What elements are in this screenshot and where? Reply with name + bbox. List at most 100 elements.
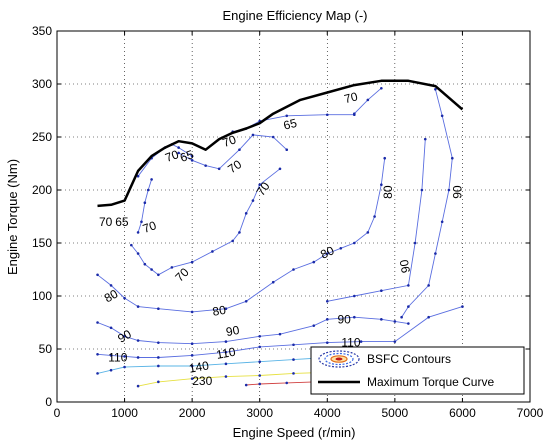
contour-point — [312, 324, 316, 327]
contour-label: 65 — [178, 147, 196, 165]
contour-point — [285, 381, 289, 385]
contour-point — [224, 307, 228, 311]
contour-point — [136, 384, 140, 388]
legend-label-max-torque: Maximum Torque Curve — [367, 375, 494, 389]
x-axis-label: Engine Speed (r/min) — [233, 425, 356, 440]
contour-point — [312, 260, 316, 264]
contour-point — [224, 362, 228, 366]
contour-point — [407, 305, 410, 308]
contour-point — [258, 360, 262, 364]
contour-point — [190, 310, 194, 314]
grid-lines — [57, 31, 530, 402]
contour-point — [285, 148, 289, 152]
contour-point — [109, 354, 113, 357]
contour-point — [383, 156, 387, 160]
legend-label-contours: BSFC Contours — [367, 352, 451, 366]
contour-point — [177, 151, 180, 155]
contour-point — [353, 112, 356, 115]
contour-point — [157, 380, 160, 384]
x-axis-ticks: 0 1000 2000 3000 4000 5000 6000 7000 — [54, 31, 544, 420]
y-tick-label: 300 — [32, 77, 52, 91]
contour-point — [157, 356, 160, 359]
contour-point — [190, 260, 194, 264]
contour-point — [140, 220, 143, 224]
contour-point — [285, 114, 289, 118]
contour-label: 230 — [192, 374, 212, 388]
contour-point — [143, 201, 147, 205]
contour-point — [258, 374, 262, 377]
contour-point — [231, 239, 234, 243]
contour-point — [427, 315, 430, 319]
x-tick-label: 3000 — [246, 406, 273, 420]
contour-label: 65 — [115, 215, 129, 229]
contour-point — [353, 241, 356, 245]
chart-title: Engine Efficiency Map (-) — [223, 8, 368, 23]
y-tick-label: 150 — [32, 236, 52, 250]
legend: BSFC Contours Maximum Torque Curve — [310, 346, 525, 395]
contour-point — [373, 215, 376, 218]
contour-point — [150, 178, 153, 181]
contour-label: 110 — [108, 350, 127, 364]
contour-label: 90 — [397, 258, 413, 274]
legend-box — [310, 346, 525, 395]
y-tick-label: 250 — [32, 130, 52, 144]
contour-point — [278, 332, 282, 336]
contour-label: 80 — [211, 303, 227, 319]
contour-point — [251, 199, 255, 202]
contour-point — [170, 266, 174, 269]
x-tick-label: 2000 — [179, 406, 206, 420]
contour-label: 90 — [337, 312, 351, 326]
contour-point — [130, 243, 133, 247]
contour-point — [325, 300, 329, 303]
contour-point — [136, 174, 140, 178]
contour-point — [136, 252, 140, 255]
contour-line-330 — [246, 381, 314, 386]
contour-point — [258, 334, 262, 338]
contour-point — [143, 262, 147, 266]
contour-point — [109, 368, 113, 372]
contour-point — [211, 250, 214, 253]
contour-point — [434, 88, 437, 91]
contour-point — [325, 318, 329, 321]
contour-point — [353, 294, 356, 298]
max-torque-line — [97, 79, 464, 208]
bsfc-contours — [96, 86, 464, 388]
x-tick-label: 5000 — [382, 406, 409, 420]
contour-label: 110 — [341, 336, 360, 350]
contour-point — [325, 341, 329, 344]
contour-point — [325, 252, 329, 255]
contour-point — [157, 364, 160, 368]
contour-point — [157, 341, 160, 344]
y-axis-label: Engine Torque (Nm) — [5, 159, 20, 275]
contour-point — [353, 315, 356, 319]
contour-point — [96, 372, 99, 375]
contour-point — [380, 183, 383, 186]
contour-point — [157, 273, 160, 277]
contour-point — [244, 212, 248, 215]
contour-point — [339, 247, 343, 250]
contour-line-70 — [130, 168, 281, 276]
contour-point — [136, 356, 140, 359]
contour-label: 80 — [381, 185, 395, 199]
contour-point — [244, 300, 248, 303]
contour-point — [258, 345, 262, 349]
contour-point — [96, 353, 99, 356]
contour-point — [204, 164, 207, 167]
contour-point — [238, 231, 241, 234]
y-tick-label: 350 — [32, 24, 52, 38]
contour-label: 140 — [188, 358, 210, 375]
contour-point — [157, 307, 160, 311]
contour-label: 70 — [141, 218, 159, 236]
contour-point — [96, 321, 99, 324]
contour-label: 70 — [99, 215, 113, 229]
contour-label: 80 — [102, 286, 121, 305]
contour-point — [150, 268, 153, 271]
contour-point — [393, 340, 397, 343]
contour-point — [258, 183, 262, 186]
contour-point — [359, 340, 363, 343]
legend-contour-swatch — [318, 350, 360, 368]
contour-point — [434, 252, 437, 255]
contour-point — [447, 188, 451, 192]
contour-point — [271, 280, 275, 284]
